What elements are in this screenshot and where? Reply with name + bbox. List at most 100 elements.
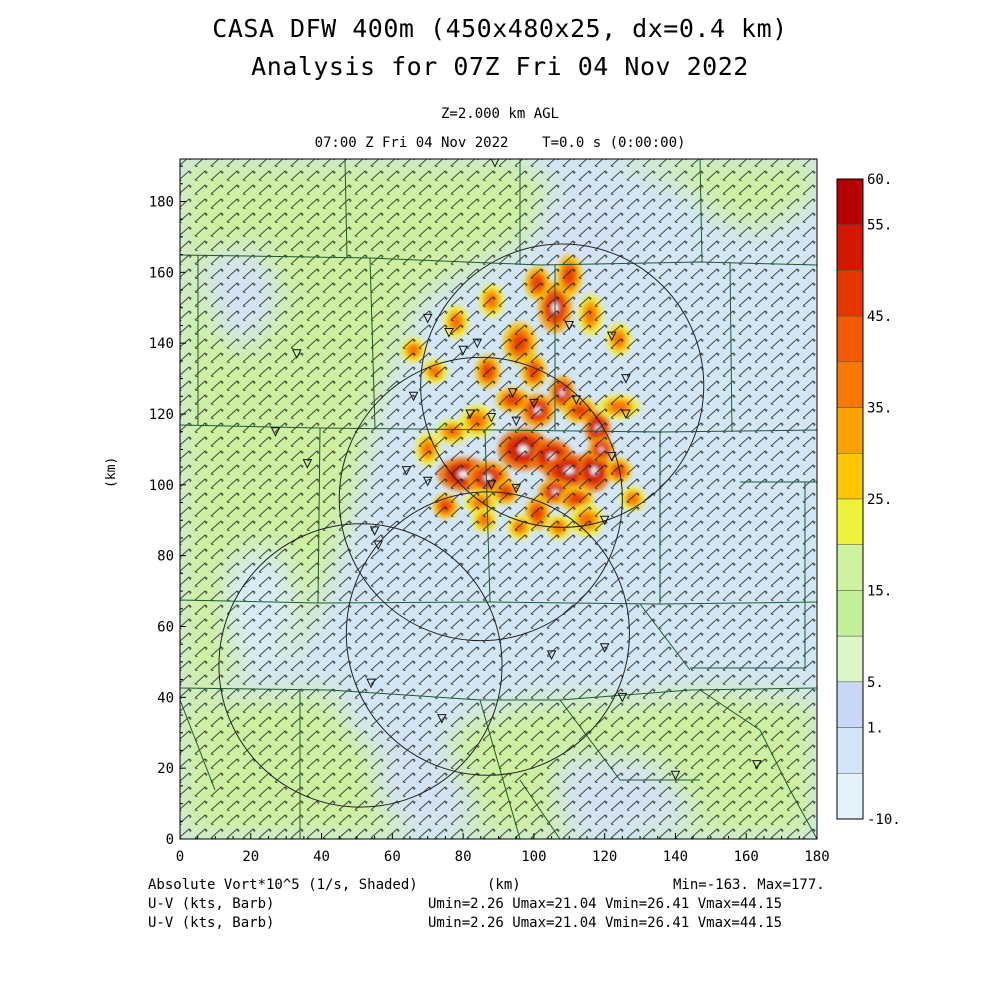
colorbar-segment (836, 270, 864, 317)
colorbar-frame (836, 178, 864, 820)
y-tick-label: 120 (149, 407, 174, 423)
colorbar: 60. 55. 45. 35. 25. 15. 5. 1. -10. (836, 172, 901, 828)
y-tick-label: 140 (149, 336, 174, 352)
station-marker (599, 643, 610, 653)
x-tick-label: 160 (734, 849, 759, 865)
station-marker (486, 480, 497, 490)
map-title: CASA DFW 400m (450x480x25, dx=0.4 km) (212, 14, 788, 43)
station-marker (302, 459, 313, 469)
station-marker (444, 328, 454, 338)
y-tick-label: 20 (157, 761, 174, 777)
station-marker (401, 466, 412, 476)
x-tick-label: 180 (804, 849, 829, 865)
colorbar-label: 15. (867, 583, 892, 599)
x-tick-label: 80 (455, 849, 472, 865)
plot-area (180, 159, 817, 839)
min-max-label: Min=-163. Max=177. (673, 877, 825, 893)
colorbar-label: -10. (867, 812, 901, 828)
wind-barb-label-1: U-V (kts, Barb) (148, 896, 275, 912)
station-marker (599, 515, 610, 526)
station-marker (465, 409, 475, 420)
colorbar-segment (836, 224, 864, 271)
colorbar-segment (836, 498, 864, 545)
x-axis-label: (km) (487, 877, 521, 893)
colorbar-label: 25. (867, 492, 892, 508)
station-marker (490, 159, 500, 168)
map-subtitle: Analysis for 07Z Fri 04 Nov 2022 (251, 52, 749, 81)
station-marker (511, 416, 522, 427)
wind-barbs (180, 159, 817, 839)
colorbar-segment (836, 544, 864, 591)
station-marker (369, 526, 380, 536)
colorbar-segment (836, 407, 864, 454)
station-marker (606, 331, 617, 342)
colorbar-segment (836, 453, 864, 500)
y-tick-label: 40 (157, 690, 174, 706)
station-marker (670, 770, 681, 781)
y-tick-label: 160 (149, 265, 174, 281)
wind-stats-1: Umin=2.26 Umax=21.04 Vmin=26.41 Vmax=44.… (428, 896, 783, 912)
y-tick-label: 80 (157, 549, 174, 565)
station-marker (373, 540, 383, 551)
x-tick-label: 140 (663, 849, 688, 865)
county-lines (180, 159, 817, 839)
x-tick-label: 0 (176, 849, 184, 865)
station-marker (486, 413, 497, 423)
y-tick-label: 100 (149, 478, 174, 494)
y-tick-label: 180 (149, 195, 174, 211)
station-marker (564, 320, 575, 331)
colorbar-segment (836, 178, 864, 225)
colorbar-label: 1. (867, 721, 884, 737)
station-marker (511, 483, 522, 494)
station-marker (422, 476, 433, 487)
radar-range-ring (338, 356, 623, 642)
wind-stats-2: Umin=2.26 Umax=21.04 Vmin=26.41 Vmax=44.… (428, 915, 783, 931)
x-axis: 0 20 40 60 80 100 120 140 160 180 (176, 833, 830, 865)
station-marker (617, 692, 628, 703)
colorbar-label: 35. (867, 401, 892, 417)
field-label: Absolute Vort*10^5 (1/s, Shaded) (148, 877, 418, 893)
station-marker (437, 714, 447, 724)
station-marker (270, 427, 281, 437)
y-axis: 0 20 40 60 80 100 120 140 160 180 (149, 165, 186, 848)
colorbar-segment (836, 635, 864, 683)
radar-range-ring (218, 523, 503, 808)
colorbar-label: 55. (867, 218, 892, 234)
colorbar-segment (836, 727, 864, 774)
station-marker (472, 338, 483, 349)
station-marker (571, 395, 582, 405)
station-marker (621, 409, 631, 420)
wind-barb-label-2: U-V (kts, Barb) (148, 915, 275, 931)
radar-range-rings (218, 243, 705, 808)
station-marker (408, 391, 419, 402)
colorbar-label: 60. (867, 172, 892, 188)
station-marker (507, 388, 518, 398)
station-marker (606, 452, 617, 462)
level-label: Z=2.000 km AGL (440, 106, 559, 122)
colorbar-segment (836, 590, 864, 637)
time-label: 07:00 Z Fri 04 Nov 2022 T=0.0 s (0:00:00… (314, 135, 686, 151)
station-marker (529, 398, 539, 409)
x-tick-label: 100 (521, 849, 546, 865)
colorbar-label: 45. (867, 309, 892, 325)
station-marker (621, 374, 631, 384)
colorbar-segment (836, 773, 864, 820)
radar-range-ring (420, 243, 705, 528)
x-tick-label: 40 (313, 849, 330, 865)
colorbar-segment (836, 315, 864, 363)
radar-stations (270, 159, 762, 781)
colorbar-segment (836, 361, 864, 408)
radar-range-ring (345, 491, 630, 776)
station-marker (291, 349, 302, 359)
colorbar-label: 5. (867, 675, 884, 691)
x-tick-label: 20 (242, 849, 259, 865)
y-tick-label: 60 (157, 620, 174, 636)
station-marker (752, 760, 762, 770)
station-marker (546, 650, 557, 660)
x-tick-label: 60 (384, 849, 401, 865)
station-marker (458, 345, 468, 356)
y-tick-label: 0 (166, 832, 174, 848)
station-marker (366, 678, 376, 689)
station-marker (422, 313, 433, 324)
